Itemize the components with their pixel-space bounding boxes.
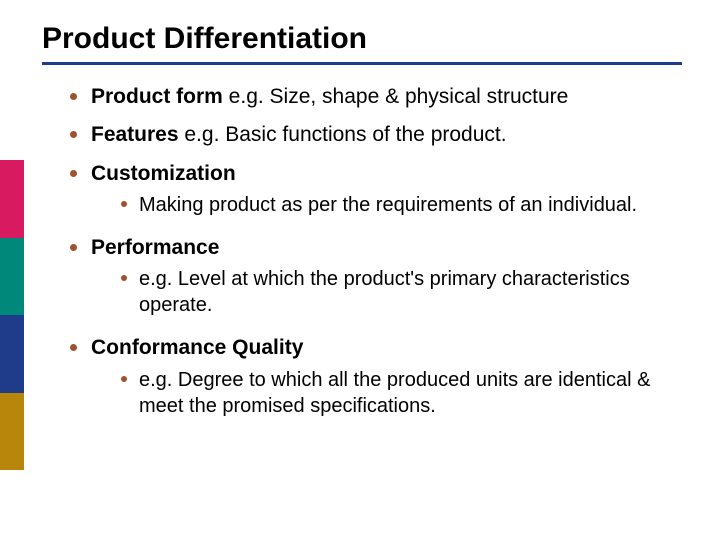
bullet-text: Customization xyxy=(91,160,684,188)
sub-bullet-list: Making product as per the requirements o… xyxy=(91,192,684,218)
bullet-body: Product form e.g. Size, shape & physical… xyxy=(91,83,684,111)
sub-bullet-item: e.g. Degree to which all the produced un… xyxy=(121,367,684,419)
bullet-text: Product form e.g. Size, shape & physical… xyxy=(91,83,684,111)
bullet-body: Performance e.g. Level at which the produ… xyxy=(91,234,684,324)
bullet-list: Product form e.g. Size, shape & physical… xyxy=(42,83,684,425)
sidebar-block-1 xyxy=(0,238,24,316)
bullet-text: Features e.g. Basic functions of the pro… xyxy=(91,121,684,149)
sub-bullet-text: Making product as per the requirements o… xyxy=(139,192,637,218)
sub-bullet-item: Making product as per the requirements o… xyxy=(121,192,684,218)
bullet-lead: Features xyxy=(91,123,179,146)
sub-bullet-dot-icon xyxy=(121,376,127,382)
sidebar-block-0 xyxy=(0,160,24,238)
sub-bullet-text: e.g. Level at which the product's primar… xyxy=(139,266,684,318)
bullet-lead: Performance xyxy=(91,236,219,259)
bullet-lead: Customization xyxy=(91,162,236,185)
bullet-body: Customization Making product as per the r… xyxy=(91,160,684,224)
sub-bullet-list: e.g. Level at which the product's primar… xyxy=(91,266,684,318)
sub-bullet-item: e.g. Level at which the product's primar… xyxy=(121,266,684,318)
bullet-dot-icon xyxy=(70,344,77,351)
bullet-dot-icon xyxy=(70,131,77,138)
sub-bullet-dot-icon xyxy=(121,201,127,207)
bullet-dot-icon xyxy=(70,93,77,100)
bullet-item: Features e.g. Basic functions of the pro… xyxy=(70,121,684,149)
bullet-trail: e.g. Basic functions of the product. xyxy=(179,123,507,146)
bullet-body: Conformance Quality e.g. Degree to which … xyxy=(91,334,684,424)
bullet-item: Conformance Quality e.g. Degree to which … xyxy=(70,334,684,424)
bullet-text: Conformance Quality xyxy=(91,334,684,362)
bullet-trail: e.g. Size, shape & physical structure xyxy=(223,85,569,108)
title-rule xyxy=(42,62,682,65)
bullet-lead: Conformance Quality xyxy=(91,336,303,359)
bullet-body: Features e.g. Basic functions of the pro… xyxy=(91,121,684,149)
bullet-text: Performance xyxy=(91,234,684,262)
sidebar-block-2 xyxy=(0,315,24,393)
bullet-dot-icon xyxy=(70,170,77,177)
sidebar-block-3 xyxy=(0,393,24,471)
bullet-lead: Product form xyxy=(91,85,223,108)
bullet-item: Product form e.g. Size, shape & physical… xyxy=(70,83,684,111)
slide-title: Product Differentiation xyxy=(42,22,684,56)
bullet-item: Customization Making product as per the r… xyxy=(70,160,684,224)
sub-bullet-dot-icon xyxy=(121,275,127,281)
bullet-item: Performance e.g. Level at which the produ… xyxy=(70,234,684,324)
sidebar-accent xyxy=(0,160,24,470)
slide-content: Product Differentiation Product form e.g… xyxy=(0,0,720,425)
bullet-dot-icon xyxy=(70,244,77,251)
sub-bullet-text: e.g. Degree to which all the produced un… xyxy=(139,367,684,419)
sub-bullet-list: e.g. Degree to which all the produced un… xyxy=(91,367,684,419)
